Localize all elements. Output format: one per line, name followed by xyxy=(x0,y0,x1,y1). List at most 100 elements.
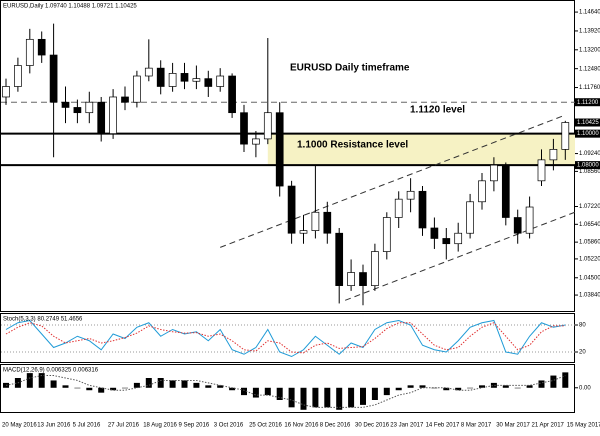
macd-bar xyxy=(241,387,247,396)
annotation: EURUSD Daily timeframe xyxy=(290,63,410,74)
y-tick-label: 1.09240 xyxy=(579,151,600,157)
candle-body xyxy=(537,159,546,182)
candle-body xyxy=(228,75,236,114)
candle-body xyxy=(2,86,10,98)
macd-bar xyxy=(502,385,509,388)
trendline xyxy=(344,211,575,301)
macd-bar xyxy=(479,385,485,388)
x-tick-label: 8 Dec 2016 xyxy=(320,423,351,429)
y-tick-label: 1.12480 xyxy=(579,66,600,72)
series-line xyxy=(5,322,566,354)
y-tick-label: 0.00 xyxy=(579,385,591,391)
macd-bar xyxy=(312,387,319,408)
macd-bar xyxy=(133,382,140,388)
y-tick-label: 1.05860 xyxy=(579,240,600,246)
macd-bar xyxy=(264,387,271,396)
series-line xyxy=(5,319,566,358)
candle-body xyxy=(204,78,213,87)
macd-bar xyxy=(276,387,283,400)
candle-body xyxy=(180,73,189,82)
candle-body xyxy=(359,272,367,286)
x-tick-label: 14 Feb 2017 xyxy=(426,423,460,429)
macd-bar xyxy=(205,385,212,388)
stoch-title: Stoch(5,3,3) 80.2749 51.4656 xyxy=(3,317,83,323)
macd-bar xyxy=(550,375,557,388)
candle-body xyxy=(192,78,201,82)
y-tick-label: 1.07220 xyxy=(579,204,600,210)
candle-body xyxy=(323,211,332,234)
y-tick-label: 1.13920 xyxy=(579,29,600,35)
candle-body xyxy=(418,190,427,229)
candle-body xyxy=(14,65,22,87)
candle-body xyxy=(299,230,308,234)
macd-bar xyxy=(455,387,462,391)
candle-body xyxy=(61,101,70,108)
macd-bar xyxy=(86,387,93,391)
price-box xyxy=(575,118,600,127)
macd-bar xyxy=(217,385,224,388)
y-tick-label: 20 xyxy=(579,350,586,356)
candle-body xyxy=(275,112,284,187)
macd-bar xyxy=(562,372,569,388)
macd-bar xyxy=(336,387,343,410)
candle-body xyxy=(49,54,58,103)
macd-bar xyxy=(288,387,295,408)
candle-body xyxy=(133,75,141,103)
macd-bar xyxy=(26,373,33,388)
candle-body xyxy=(144,67,153,77)
macd-bar xyxy=(526,385,533,388)
series-line xyxy=(5,375,566,408)
zone xyxy=(267,133,575,166)
macd-title: MACD(12,26,9) 0.006325 0.006316 xyxy=(3,368,99,374)
candle-body xyxy=(430,227,439,239)
x-tick-label: 20 May 2016 xyxy=(2,423,37,429)
macd-bar xyxy=(407,385,414,388)
macd-bar xyxy=(193,382,200,388)
candle-body xyxy=(335,232,344,286)
stoch-panel xyxy=(0,313,575,363)
annotation: 1.1000 Resistance level xyxy=(297,140,408,151)
y-tick-label: 1.06540 xyxy=(579,222,600,228)
x-tick-label: 8 Mar 2017 xyxy=(461,423,492,429)
x-tick-label: 9 Sep 2016 xyxy=(179,423,210,429)
macd-bar xyxy=(110,387,117,391)
x-tick-label: 21 Apr 2017 xyxy=(532,423,565,429)
macd-bar xyxy=(50,380,57,388)
x-tick-label: 27 Jul 2016 xyxy=(108,423,140,429)
candle-body xyxy=(442,238,451,245)
candle-body xyxy=(382,217,391,252)
macd-bar xyxy=(419,385,426,388)
macd-bar xyxy=(38,373,45,388)
x-tick-label: 15 May 2017 xyxy=(567,423,600,429)
candle-body xyxy=(478,180,486,203)
x-tick-label: 3 Oct 2016 xyxy=(214,423,244,429)
annotation: 1.1120 level xyxy=(410,105,465,116)
candle-body xyxy=(252,138,260,145)
macd-bar xyxy=(360,387,366,405)
candle-body xyxy=(73,107,82,114)
y-tick-label: 80 xyxy=(579,323,586,329)
macd-bar xyxy=(145,378,152,388)
candle-body xyxy=(240,112,248,145)
macd-panel xyxy=(0,364,575,413)
macd-bar xyxy=(348,387,355,408)
macd-bar xyxy=(538,380,545,388)
macd-bar xyxy=(229,387,236,391)
y-tick-label: 1.05220 xyxy=(579,256,600,262)
candle-body xyxy=(25,38,34,66)
macd-bar xyxy=(252,387,259,398)
macd-bar xyxy=(443,387,450,391)
level-label-box xyxy=(575,129,600,138)
candle-body xyxy=(109,96,117,135)
macd-bar xyxy=(324,387,331,408)
level-label-box xyxy=(575,98,600,107)
macd-bar xyxy=(74,387,81,389)
macd-bar xyxy=(383,387,390,396)
candle-body xyxy=(347,272,355,286)
macd-bar xyxy=(490,382,497,388)
candle-body xyxy=(549,149,558,161)
level-label: 1.11200 xyxy=(577,100,599,106)
x-tick-label: 25 Oct 2016 xyxy=(249,423,282,429)
candle-body xyxy=(216,75,225,87)
trendline xyxy=(220,114,566,248)
